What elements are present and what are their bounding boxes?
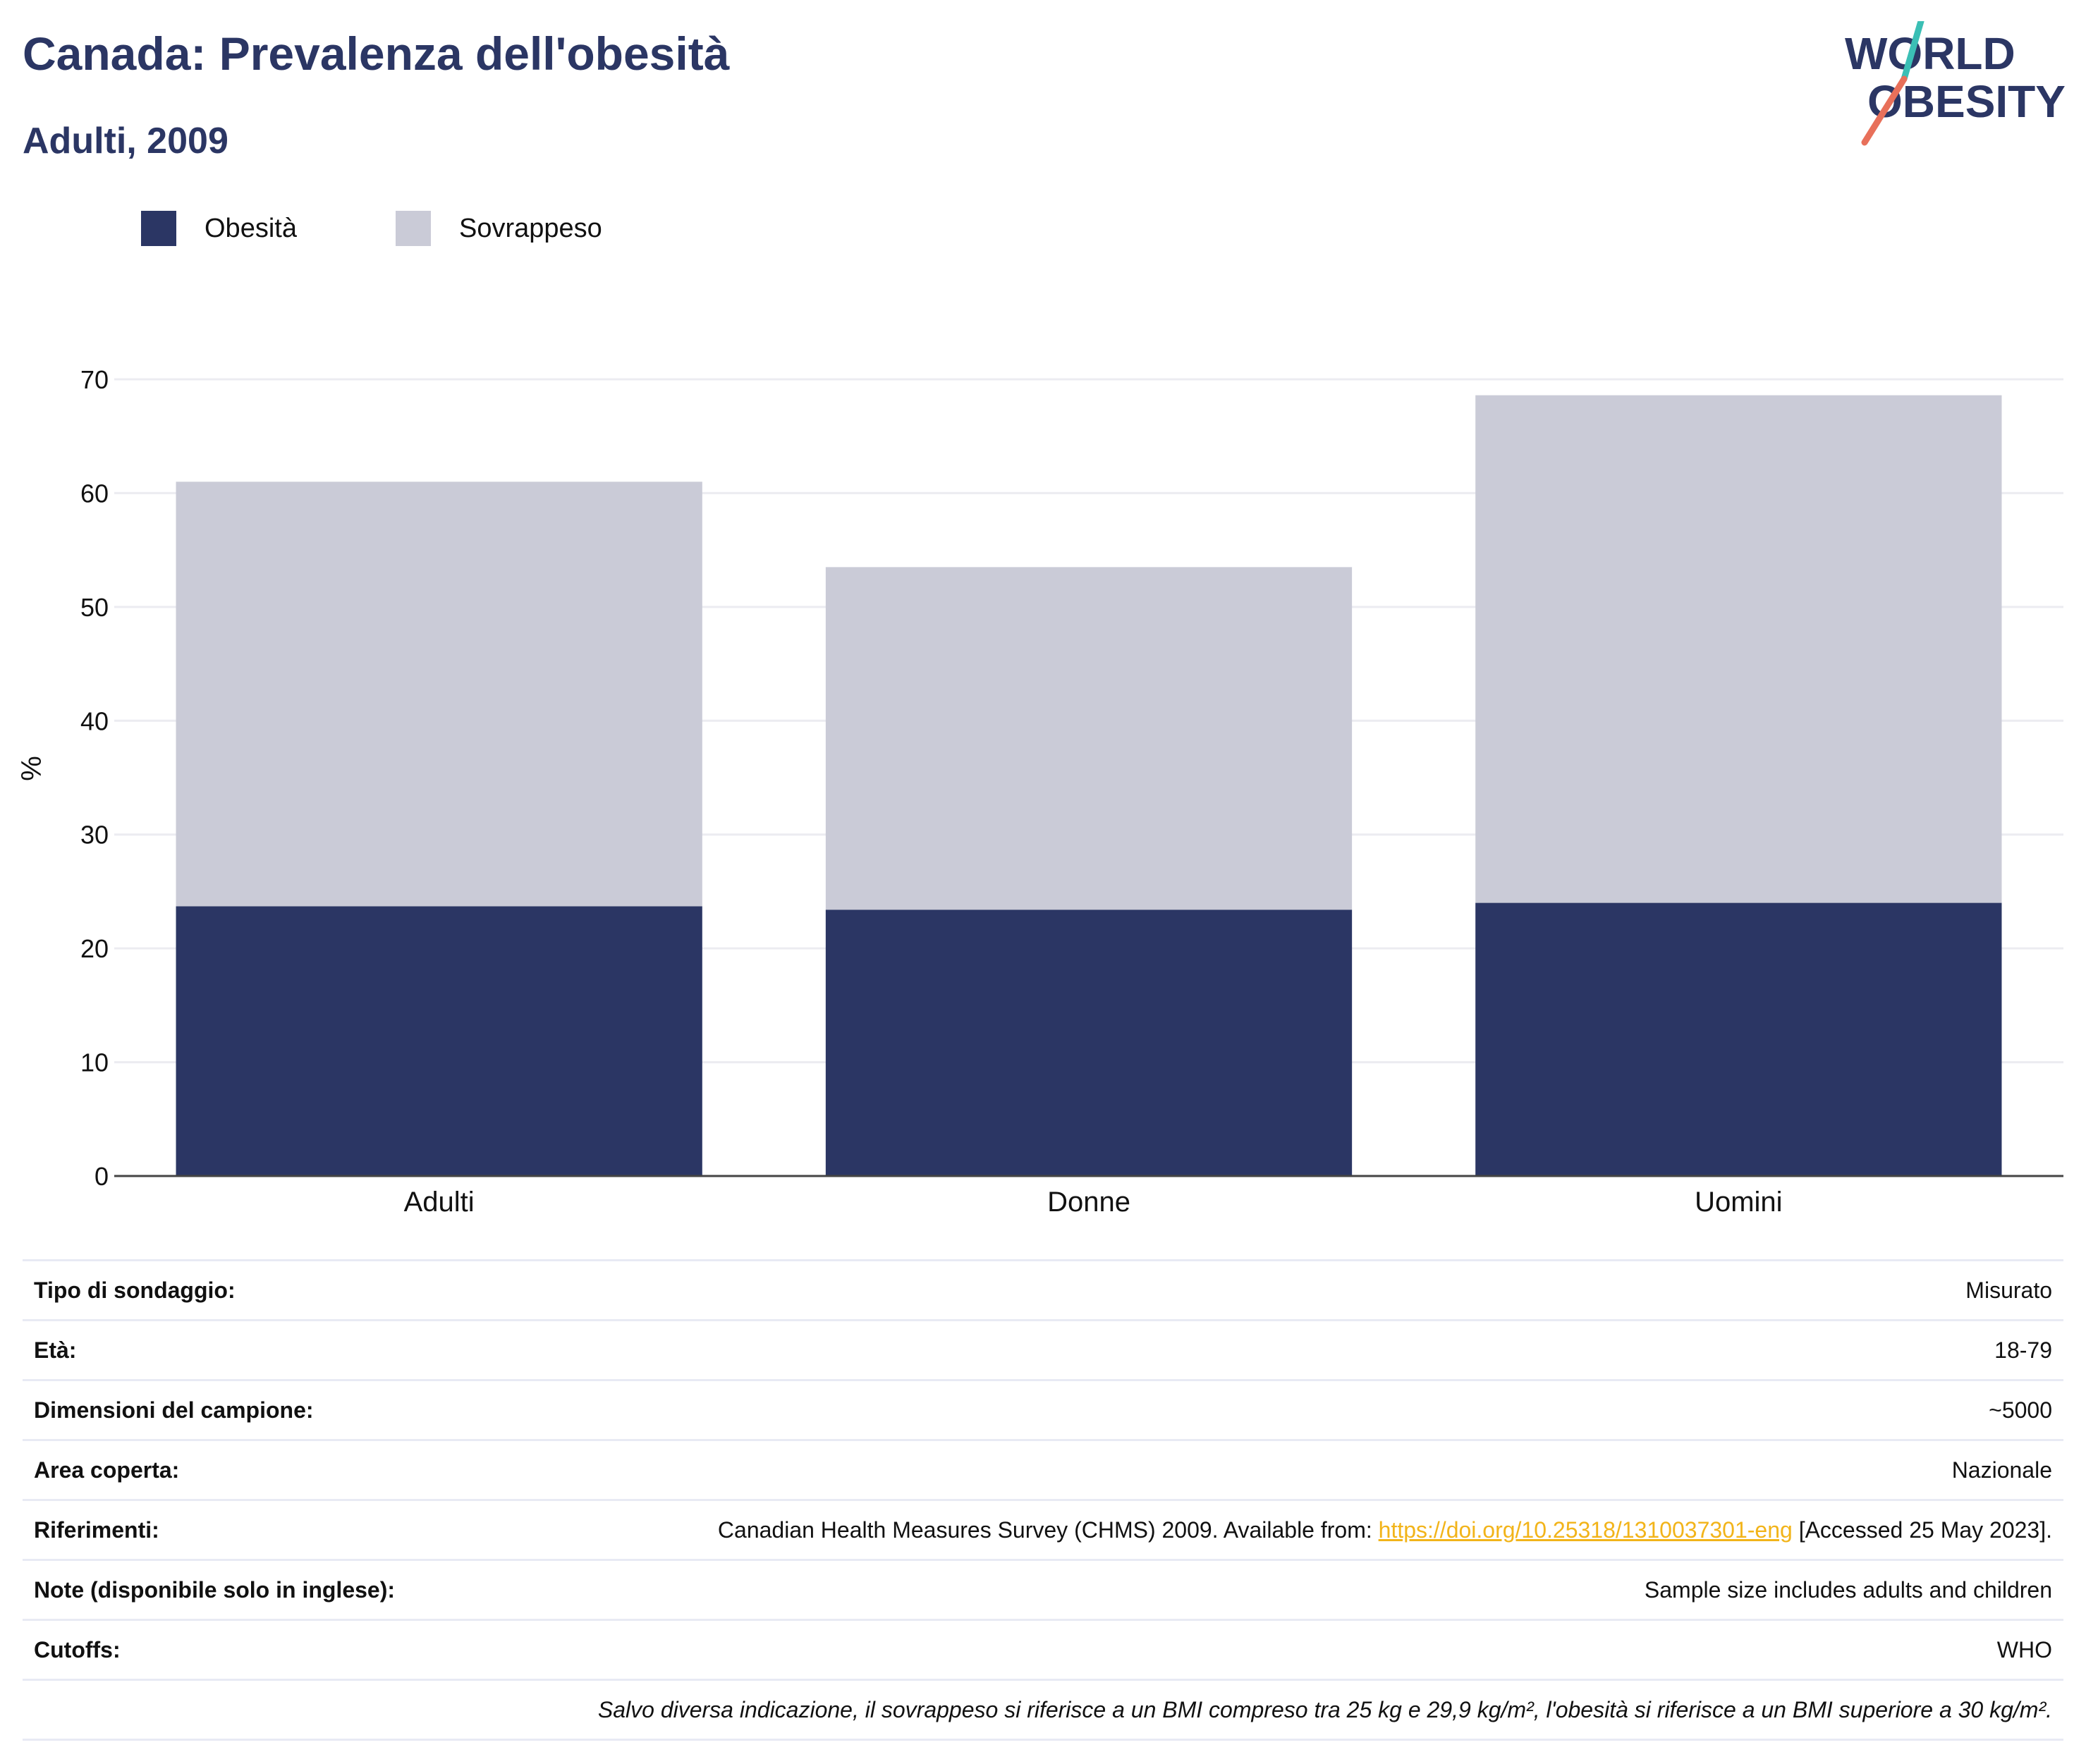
y-tick-label-10: 10 <box>80 1048 109 1077</box>
y-tick-label-40: 40 <box>80 706 109 735</box>
info-label-age: Età: <box>23 1319 472 1380</box>
y-tick-label-50: 50 <box>80 593 109 622</box>
info-row-sample-size: Dimensioni del campione: ~5000 <box>23 1379 2063 1440</box>
y-tick-label-30: 30 <box>80 821 109 850</box>
info-label-notes: Note (disponibile solo in inglese): <box>23 1559 472 1620</box>
y-tick-label-20: 20 <box>80 934 109 963</box>
chart-legend: Obesità Sovrappeso <box>141 210 701 247</box>
info-label-sample-size: Dimensioni del campione: <box>23 1379 472 1440</box>
world-obesity-logo: WORLD OBESITY <box>1845 21 2066 146</box>
x-tick-label-donne: Donne <box>1047 1187 1130 1218</box>
chart-subtitle: Adulti, 2009 <box>23 121 228 161</box>
x-tick-label-adulti: Adulti <box>404 1187 475 1218</box>
legend-label-overweight: Sovrappeso <box>458 213 602 243</box>
logo-text-world: WORLD <box>1845 28 2015 79</box>
info-row-references: Riferimenti: Canadian Health Measures Sur… <box>23 1499 2063 1560</box>
bar-adulti-overweight[interactable] <box>176 482 702 907</box>
chart-title: Canada: Prevalenza dell'obesità <box>23 27 730 80</box>
info-row-survey-type: Tipo di sondaggio: Misurato <box>23 1259 2063 1321</box>
y-axis-ticks: 0 10 20 30 40 50 60 70 <box>80 365 109 1191</box>
info-value-area: Nazionale <box>472 1439 2063 1500</box>
info-label-cutoffs: Cutoffs: <box>23 1619 472 1680</box>
bar-donne-obesity[interactable] <box>825 909 1353 1176</box>
stacked-bar-chart: 0 10 20 30 40 50 60 70 Adulti Donne Uomini % <box>16 365 2063 1218</box>
legend-swatch-overweight <box>395 211 431 246</box>
legend-item-obesity[interactable]: Obesità <box>141 211 297 246</box>
info-row-area: Area coperta: Nazionale <box>23 1439 2063 1500</box>
info-label-area: Area coperta: <box>23 1439 472 1500</box>
bars <box>176 395 2002 1176</box>
bar-uomini-obesity[interactable] <box>1475 902 2002 1176</box>
reference-link[interactable]: https://doi.org/10.25318/1310037301-eng <box>1378 1517 1793 1543</box>
y-tick-label-0: 0 <box>94 1162 109 1191</box>
info-row-age: Età: 18-79 <box>23 1319 2063 1380</box>
x-axis-ticks: Adulti Donne Uomini <box>404 1187 1783 1218</box>
bar-adulti-obesity[interactable] <box>176 906 702 1176</box>
info-value-age: 18-79 <box>472 1319 2063 1380</box>
info-row-footnote: Salvo diversa indicazione, il sovrappeso… <box>23 1679 2063 1741</box>
legend-label-obesity: Obesità <box>205 213 297 243</box>
legend-item-overweight[interactable]: Sovrappeso <box>395 211 602 246</box>
info-value-cutoffs: WHO <box>472 1619 2063 1680</box>
x-tick-label-uomini: Uomini <box>1695 1187 1782 1218</box>
info-label-references: Riferimenti: <box>23 1499 472 1560</box>
y-tick-label-60: 60 <box>80 479 109 508</box>
info-row-cutoffs: Cutoffs: WHO <box>23 1619 2063 1680</box>
survey-info-table: Tipo di sondaggio: Misurato Età: 18-79 Dimen… <box>23 1259 2063 1741</box>
info-value-references: Canadian Health Measures Survey (CHMS) 2… <box>472 1499 2063 1560</box>
info-row-notes: Note (disponibile solo in inglese): Sampl… <box>23 1559 2063 1620</box>
logo-slash-coral <box>1861 75 1908 146</box>
info-label-survey-type: Tipo di sondaggio: <box>23 1259 472 1321</box>
info-value-sample-size: ~5000 <box>472 1379 2063 1440</box>
info-value-notes: Sample size includes adults and children <box>472 1559 2063 1620</box>
logo-text-obesity: OBESITY <box>1867 76 2066 127</box>
bmi-footnote: Salvo diversa indicazione, il sovrappeso… <box>23 1679 2063 1741</box>
info-value-survey-type: Misurato <box>472 1259 2063 1321</box>
legend-swatch-obesity <box>141 211 176 246</box>
bar-uomini-overweight[interactable] <box>1475 395 2002 903</box>
y-tick-label-70: 70 <box>80 365 109 394</box>
y-axis-label: % <box>16 756 47 781</box>
logo-slash-teal <box>1901 21 1925 82</box>
bar-donne-overweight[interactable] <box>825 567 1353 910</box>
